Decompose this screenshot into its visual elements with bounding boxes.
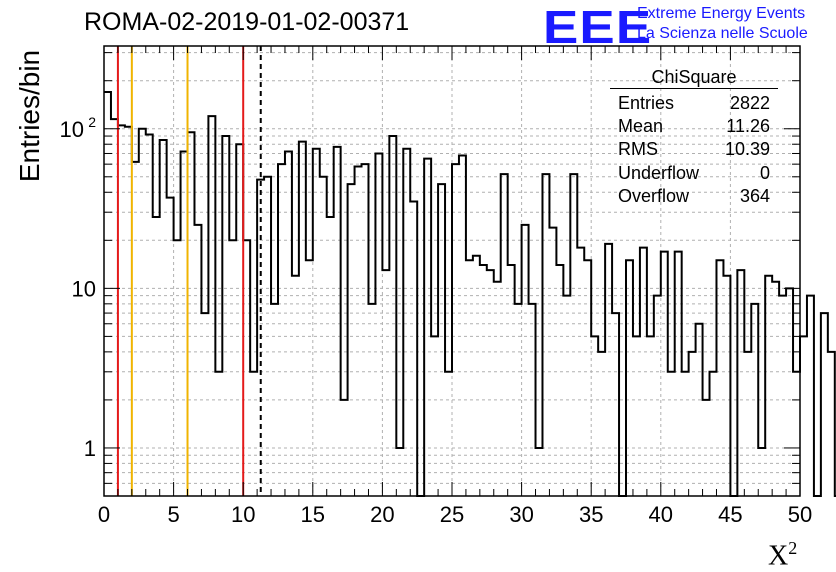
y-axis-label: Entries/bin	[14, 49, 45, 183]
stats-row-overflow: Overflow 364	[610, 185, 778, 208]
reference-lines	[116, 46, 262, 496]
stats-title: ChiSquare	[610, 66, 778, 89]
stats-row-rms: RMS 10.39	[610, 138, 778, 161]
x-tick-label: 35	[579, 502, 603, 527]
stats-value: 10.39	[724, 139, 770, 160]
x-tick-label: 30	[509, 502, 533, 527]
axes	[103, 45, 801, 497]
x-tick-label: 40	[649, 502, 673, 527]
x-tick-label: 15	[301, 502, 325, 527]
x-tick-label: 25	[440, 502, 464, 527]
stats-label: Overflow	[618, 185, 690, 206]
eee-logo: EEE	[543, 1, 653, 53]
stats-label: Underflow	[618, 162, 700, 183]
stats-box: ChiSquare Entries 2822 Mean 11.26 RMS 10.39 Un…	[610, 66, 778, 208]
x-tick-label: 50	[788, 502, 812, 527]
x-tick-label: 10	[231, 502, 255, 527]
x-tick-label: 20	[370, 502, 394, 527]
y-tick-label: 10	[72, 276, 96, 301]
y-tick-label: 10	[60, 117, 84, 142]
stats-row-mean: Mean 11.26	[610, 115, 778, 138]
stats-label: Mean	[618, 116, 664, 137]
stats-row-entries: Entries 2822	[610, 92, 778, 115]
stats-row-underflow: Underflow 0	[610, 162, 778, 185]
stats-value: 364	[739, 185, 770, 206]
logo-subtitle-2: La Scienza nelle Scuole	[637, 25, 808, 42]
stats-value: 2822	[729, 93, 770, 113]
y-tick-label-exponent: 2	[88, 114, 96, 130]
x-tick-label: 5	[167, 502, 179, 527]
stats-label: Entries	[618, 93, 675, 113]
stats-value: 0	[759, 162, 770, 183]
x-axis-label: X2	[768, 538, 798, 572]
stats-label: RMS	[618, 139, 658, 160]
chart-title: ROMA-02-2019-01-02-00371	[84, 8, 410, 36]
y-tick-label: 1	[84, 436, 96, 461]
x-tick-label: 0	[98, 502, 110, 527]
x-tick-label: 45	[718, 502, 742, 527]
logo-subtitle-1: Extreme Energy Events	[637, 5, 806, 22]
stats-value: 11.26	[726, 116, 770, 137]
